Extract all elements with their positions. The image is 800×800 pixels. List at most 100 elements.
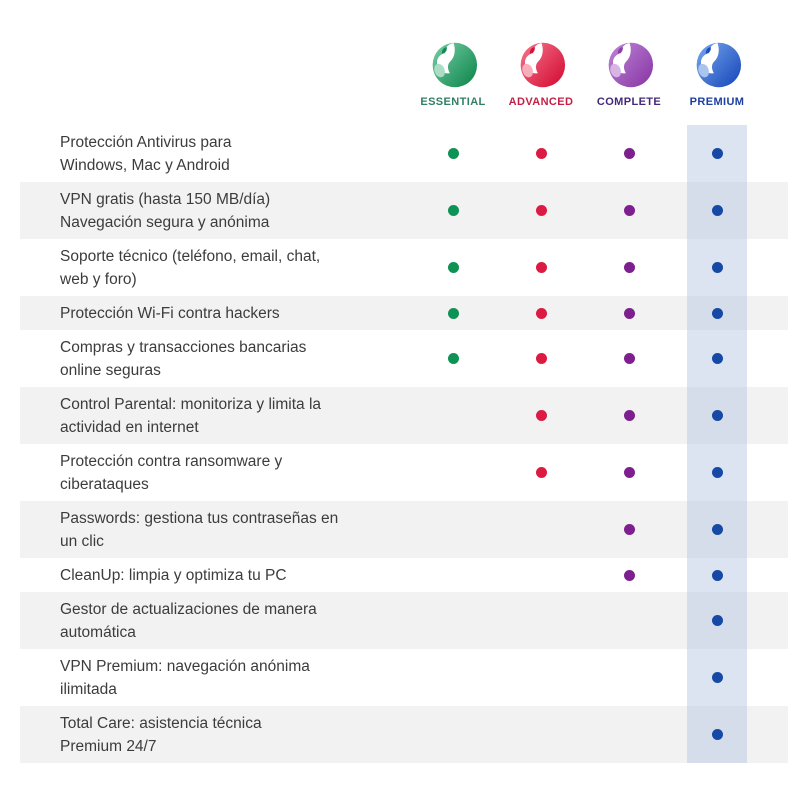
dot-cell-advanced xyxy=(497,188,585,234)
feature-label: Protección Wi-Fi contra hackers xyxy=(20,302,409,325)
feature-label-line: VPN Premium: navegación anónima xyxy=(60,657,310,675)
feature-label-line: Navegación segura y anónima xyxy=(60,213,270,231)
included-dot-advanced xyxy=(535,467,547,478)
feature-row: Soporte técnico (teléfono, email, chat, w… xyxy=(20,239,788,296)
included-dot-advanced xyxy=(535,262,547,273)
feature-row: Total Care: asistencia técnica Premium 24… xyxy=(20,706,788,763)
dot-cell-essential xyxy=(409,564,497,587)
included-dot-premium xyxy=(711,410,723,421)
dot-cell-premium xyxy=(673,245,761,291)
plan-label: COMPLETE xyxy=(596,96,662,108)
dot-cell-complete xyxy=(585,131,673,177)
dot-cell-essential xyxy=(409,131,497,177)
dot-cell-complete xyxy=(585,712,673,758)
dot-cell-premium xyxy=(673,302,761,325)
dot-cell-complete xyxy=(585,598,673,644)
included-dot-premium xyxy=(711,353,723,364)
feature-row: Protección contra ransomware y ciberataqu… xyxy=(20,444,788,501)
feature-label-line: Compras y transacciones bancarias xyxy=(60,338,307,356)
feature-label: Protección Antivirus para Windows, Mac y … xyxy=(20,131,409,177)
dot-cell-advanced xyxy=(497,598,585,644)
feature-label: Total Care: asistencia técnica Premium 24… xyxy=(20,712,409,758)
feature-label-line: Total Care: asistencia técnica xyxy=(60,714,262,732)
included-dot-advanced xyxy=(535,353,547,364)
feature-label: Passwords: gestiona tus contraseñas en un… xyxy=(20,507,409,553)
included-dot-complete xyxy=(623,410,635,421)
feature-label: VPN gratis (hasta 150 MB/día) Navegación … xyxy=(20,188,409,234)
dot-cell-premium xyxy=(673,598,761,644)
included-dot-essential xyxy=(447,148,459,159)
included-dot-premium xyxy=(711,262,723,273)
included-dot-complete xyxy=(623,353,635,364)
dot-cell-advanced xyxy=(497,302,585,325)
plan-column-premium: PREMIUM xyxy=(673,40,761,109)
feature-label-line: un clic xyxy=(60,532,104,550)
dot-cell-complete xyxy=(585,188,673,234)
included-dot-premium xyxy=(711,729,723,740)
feature-row: Gestor de actualizaciones de manera autom… xyxy=(20,592,788,649)
included-dot-complete xyxy=(623,569,635,581)
dot-cell-premium xyxy=(673,655,761,701)
feature-row: Compras y transacciones bancarias online … xyxy=(20,330,788,387)
included-dot-essential xyxy=(447,205,459,216)
feature-row: CleanUp: limpia y optimiza tu PC xyxy=(20,558,788,592)
included-dot-premium xyxy=(711,205,723,216)
feature-label-line: Soporte técnico (teléfono, email, chat, xyxy=(60,247,321,265)
dot-cell-complete xyxy=(585,450,673,496)
dot-cell-essential xyxy=(409,598,497,644)
included-dot-advanced xyxy=(535,307,547,319)
feature-label: Compras y transacciones bancarias online … xyxy=(20,336,409,382)
dot-cell-premium xyxy=(673,393,761,439)
feature-label-line: automática xyxy=(60,623,136,641)
feature-label: Protección contra ransomware y ciberataqu… xyxy=(20,450,409,496)
feature-label-line: Premium 24/7 xyxy=(60,737,157,755)
plans-header: ESSENTIAL ADVANCED COMPLETE PREMIUM xyxy=(20,40,788,109)
plan-label: ESSENTIAL xyxy=(420,96,486,108)
panda-logo-essential-icon xyxy=(432,42,478,88)
feature-row: Protección Wi-Fi contra hackers xyxy=(20,296,788,330)
feature-label-line: ilimitada xyxy=(60,680,117,698)
dot-cell-essential xyxy=(409,245,497,291)
feature-row: VPN gratis (hasta 150 MB/día) Navegación … xyxy=(20,182,788,239)
feature-label-line: actividad en internet xyxy=(60,418,199,436)
feature-label-line: online seguras xyxy=(60,361,161,379)
dot-cell-complete xyxy=(585,655,673,701)
included-dot-complete xyxy=(623,467,635,478)
dot-cell-essential xyxy=(409,655,497,701)
dot-cell-premium xyxy=(673,131,761,177)
dot-cell-complete xyxy=(585,245,673,291)
plan-column-essential: ESSENTIAL xyxy=(409,40,497,109)
included-dot-premium xyxy=(711,615,723,626)
panda-logo-complete-icon xyxy=(608,42,654,88)
included-dot-advanced xyxy=(535,205,547,216)
dot-cell-advanced xyxy=(497,393,585,439)
dot-cell-complete xyxy=(585,393,673,439)
included-dot-premium xyxy=(711,569,723,581)
included-dot-complete xyxy=(623,524,635,535)
dot-cell-advanced xyxy=(497,245,585,291)
dot-cell-premium xyxy=(673,450,761,496)
feature-row: VPN Premium: navegación anónima ilimitada xyxy=(20,649,788,706)
feature-label-line: Protección Antivirus para xyxy=(60,133,232,151)
dot-cell-advanced xyxy=(497,450,585,496)
included-dot-complete xyxy=(623,262,635,273)
panda-logo-premium-icon xyxy=(696,42,742,88)
included-dot-essential xyxy=(447,307,459,319)
dot-cell-complete xyxy=(585,302,673,325)
dot-cell-complete xyxy=(585,336,673,382)
included-dot-complete xyxy=(623,148,635,159)
plan-column-complete: COMPLETE xyxy=(585,40,673,109)
feature-label-line: Protección Wi-Fi contra hackers xyxy=(60,304,280,322)
feature-row: Protección Antivirus para Windows, Mac y … xyxy=(20,125,788,182)
dot-cell-essential xyxy=(409,336,497,382)
dot-cell-advanced xyxy=(497,564,585,587)
feature-label: Gestor de actualizaciones de manera autom… xyxy=(20,598,409,644)
dot-cell-essential xyxy=(409,712,497,758)
feature-label-line: Protección contra ransomware y xyxy=(60,452,283,470)
dot-cell-advanced xyxy=(497,655,585,701)
included-dot-premium xyxy=(711,467,723,478)
feature-label-line: Passwords: gestiona tus contraseñas en xyxy=(60,509,339,527)
plan-label: ADVANCED xyxy=(508,96,574,108)
feature-label-line: Gestor de actualizaciones de manera xyxy=(60,600,317,618)
